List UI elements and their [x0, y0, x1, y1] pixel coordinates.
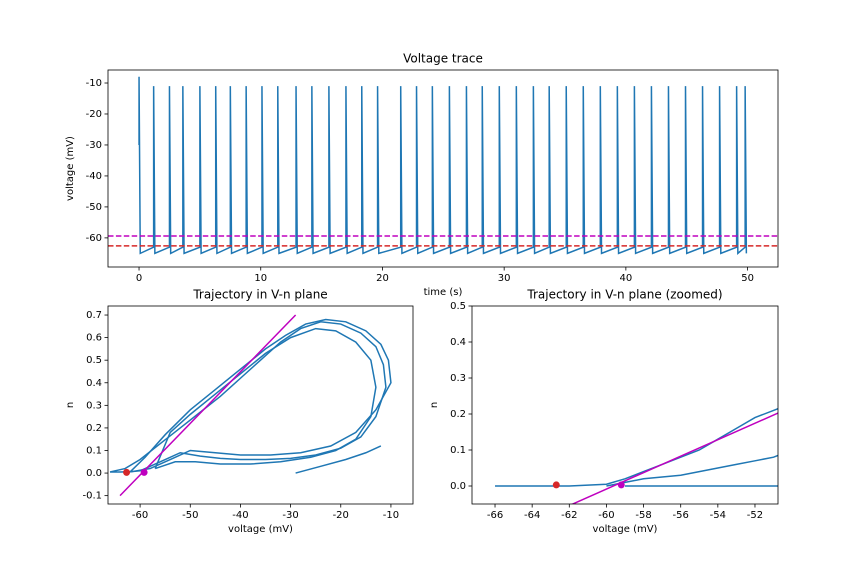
trace	[495, 407, 778, 487]
y-tick-label: -30	[86, 140, 102, 151]
axes-frame	[107, 69, 779, 268]
y-tick-label: -50	[86, 202, 102, 213]
y-tick-label: 0.2	[450, 409, 466, 420]
x-axis-label: voltage (mV)	[593, 524, 658, 535]
axes-frame	[107, 305, 414, 505]
y-tick-label: 0.2	[86, 423, 102, 434]
y-axis-label: voltage (mV)	[65, 136, 76, 201]
y-tick-label: 0.5	[86, 355, 102, 366]
y-tick-label: 0.4	[86, 378, 102, 389]
y-tick-label: -20	[86, 109, 102, 120]
axes-title: Trajectory in V-n plane (zoomed)	[526, 288, 722, 302]
y-tick-label: 0.4	[450, 337, 466, 348]
x-tick-label: -64	[524, 510, 540, 521]
y-tick-label: -40	[86, 171, 102, 182]
fixed-point	[140, 468, 148, 476]
nullcline-line	[570, 412, 778, 504]
x-tick-label: -54	[710, 510, 726, 521]
axes-title: Voltage trace	[403, 52, 483, 66]
y-tick-label: -10	[86, 78, 102, 89]
x-tick-label: -30	[282, 510, 298, 521]
y-axis-label: n	[429, 402, 440, 408]
y-tick-label: 0.1	[86, 445, 102, 456]
x-tick-label: -20	[333, 510, 349, 521]
trace	[129, 318, 392, 473]
y-tick-label: 0.1	[450, 445, 466, 456]
x-tick-label: -50	[182, 510, 198, 521]
axes: 0 10 20 30 40 50 -60 -50 -40 -30 -20 -10 Voltage tra…	[65, 52, 779, 298]
x-tick-label: -60	[132, 510, 148, 521]
y-tick-label: -60	[86, 233, 102, 244]
x-tick-label: 30	[498, 273, 511, 284]
x-tick-label: 20	[376, 273, 389, 284]
fixed-point	[617, 481, 625, 489]
trace	[295, 445, 382, 474]
x-axis-label: time (s)	[424, 287, 463, 298]
y-tick-label: 0.6	[86, 333, 102, 344]
y-tick-label: 0.5	[450, 301, 466, 312]
axes-title: Trajectory in V-n plane	[192, 288, 327, 302]
x-tick-label: 40	[619, 273, 632, 284]
trace	[138, 76, 748, 255]
axes: -66 -64 -62 -60 -58 -56 -54 -52 0.0 0.1 0.2 0.3 0.4 0…	[429, 288, 779, 535]
nullcline-line	[119, 314, 297, 497]
trace	[606, 454, 778, 487]
x-tick-label: -40	[232, 510, 248, 521]
x-tick-label: 0	[136, 273, 142, 284]
axes: -60 -50 -40 -30 -20 -10 -0.1 0.0 0.1 0.2 0.3 0.4 0.5…	[65, 288, 414, 535]
x-tick-label: -62	[561, 510, 577, 521]
y-tick-label: 0.3	[86, 400, 102, 411]
y-tick-label: 0.7	[86, 310, 102, 321]
fixed-point	[552, 481, 560, 489]
y-tick-label: 0.0	[450, 481, 466, 492]
x-tick-label: 50	[741, 273, 754, 284]
y-axis-label: n	[65, 402, 76, 408]
plot-area	[108, 76, 778, 255]
x-tick-label: 10	[254, 273, 267, 284]
x-tick-label: -66	[487, 510, 503, 521]
fixed-point	[123, 468, 131, 476]
x-tick-label: -56	[673, 510, 689, 521]
plot-area	[495, 407, 778, 504]
x-axis-label: voltage (mV)	[228, 524, 293, 535]
x-tick-label: -58	[635, 510, 651, 521]
y-tick-label: 0.3	[450, 373, 466, 384]
y-tick-label: 0.0	[86, 468, 102, 479]
y-tick-label: -0.1	[82, 491, 102, 502]
x-tick-label: -52	[747, 510, 763, 521]
x-tick-label: -60	[598, 510, 614, 521]
plot-area	[109, 314, 392, 497]
axes-frame	[471, 305, 779, 505]
x-tick-label: -10	[383, 510, 399, 521]
